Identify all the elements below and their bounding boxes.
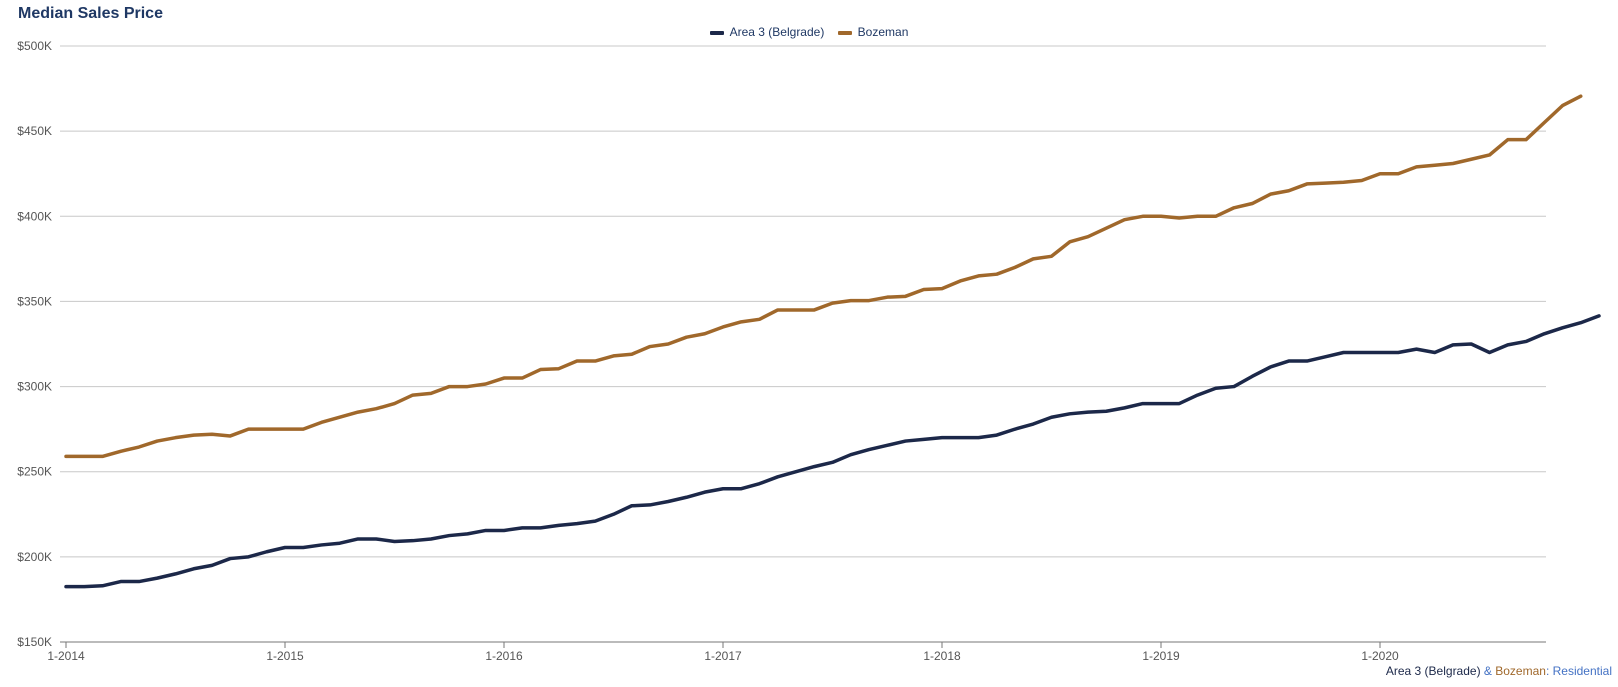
x-tick-label: 1-2019 bbox=[1142, 649, 1180, 663]
x-tick-label: 1-2015 bbox=[266, 649, 304, 663]
y-tick-label: $300K bbox=[17, 380, 52, 394]
x-tick-label: 1-2017 bbox=[704, 649, 742, 663]
caption-area3: Area 3 (Belgrade) bbox=[1385, 664, 1481, 678]
legend: Area 3 (Belgrade) Bozeman bbox=[0, 25, 1618, 39]
x-tick-label: 1-2014 bbox=[47, 649, 85, 663]
chart-title: Median Sales Price bbox=[18, 5, 163, 22]
series-line-bozeman[interactable] bbox=[64, 94, 1583, 459]
caption-amp: & bbox=[1480, 664, 1496, 678]
y-tick-label: $400K bbox=[17, 209, 52, 223]
grid-lines bbox=[60, 45, 1546, 558]
series-line-area3[interactable] bbox=[64, 314, 1601, 589]
legend-swatch-bozeman bbox=[837, 30, 852, 35]
x-tick-label: 1-2020 bbox=[1361, 649, 1399, 663]
legend-item-bozeman[interactable]: Bozeman bbox=[837, 25, 909, 39]
y-tick-label: $200K bbox=[17, 550, 52, 564]
caption-bozeman: Bozeman bbox=[1495, 664, 1546, 678]
x-tick-label: 1-2018 bbox=[923, 649, 961, 663]
legend-label-area3: Area 3 (Belgrade) bbox=[729, 25, 825, 39]
y-tick-label: $450K bbox=[17, 124, 52, 138]
y-tick-label: $500K bbox=[17, 39, 52, 53]
x-tick-label: 1-2016 bbox=[485, 649, 523, 663]
y-tick-label: $250K bbox=[17, 465, 52, 479]
legend-item-area3[interactable]: Area 3 (Belgrade) bbox=[709, 25, 825, 39]
axes: $150K $200K $250K $300K $350K $400K $450K $500K… bbox=[17, 39, 1546, 663]
caption-colon: : bbox=[1545, 664, 1553, 678]
caption-residential: Residential bbox=[1552, 664, 1612, 678]
y-tick-label: $150K bbox=[17, 635, 52, 649]
series-lines bbox=[64, 94, 1601, 589]
legend-label-bozeman: Bozeman bbox=[857, 25, 909, 39]
legend-swatch-area3 bbox=[709, 30, 724, 35]
chart-caption: Area 3 (Belgrade) & Bozeman: Residential bbox=[1386, 664, 1612, 678]
y-tick-label: $350K bbox=[17, 294, 52, 308]
